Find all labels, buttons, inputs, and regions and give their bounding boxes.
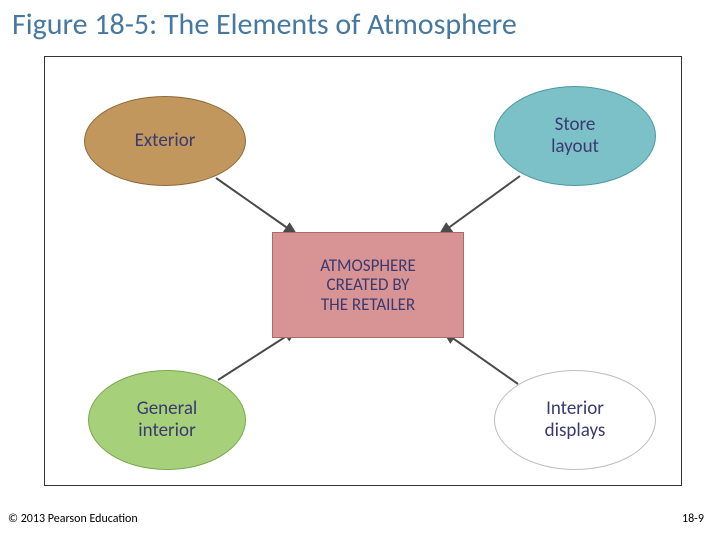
node-exterior: Exterior [84, 96, 246, 186]
node-store-layout: Store layout [494, 86, 656, 186]
node-general-interior: General interior [88, 370, 246, 470]
page-title: Figure 18-5: The Elements of Atmosphere [12, 6, 517, 43]
page-number: 18-9 [682, 512, 704, 526]
copyright-text: © 2013 Pearson Education [8, 512, 138, 526]
node-interior-displays: Interior displays [494, 370, 656, 470]
node-center: ATMOSPHERE CREATED BY THE RETAILER [272, 232, 464, 338]
